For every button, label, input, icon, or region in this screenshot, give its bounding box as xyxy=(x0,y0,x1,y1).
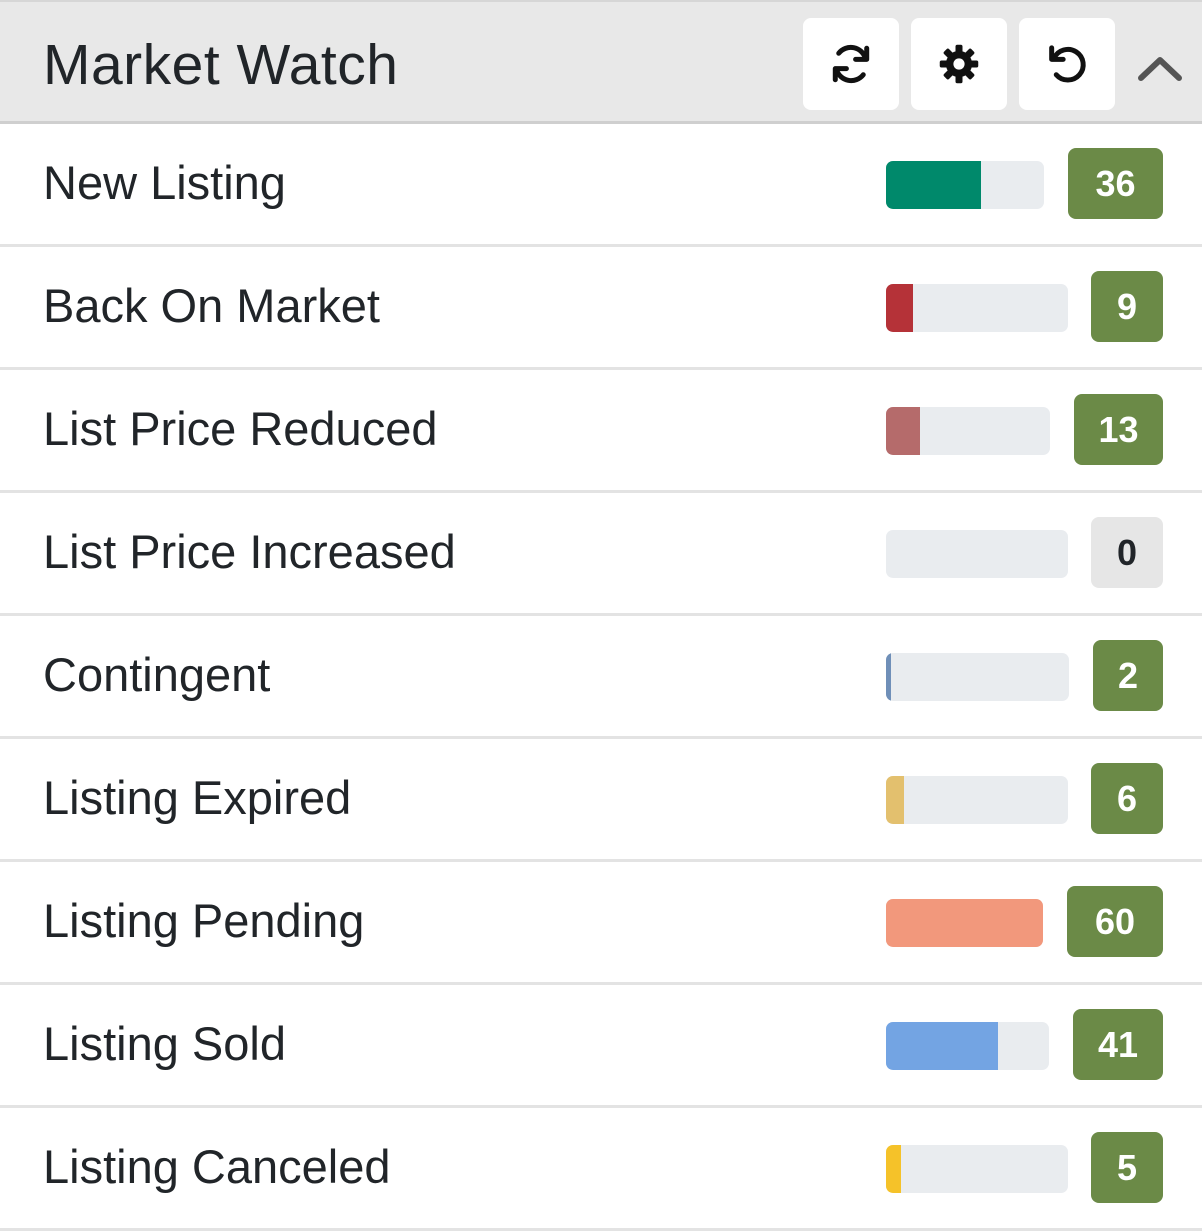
collapse-button[interactable] xyxy=(1134,42,1186,94)
count-badge: 5 xyxy=(1091,1132,1163,1203)
progress-bar xyxy=(886,1145,1068,1193)
row-label: List Price Reduced xyxy=(43,402,438,455)
widget-header: Market Watch xyxy=(0,0,1202,124)
row-label: Contingent xyxy=(43,648,271,701)
list-item[interactable]: Back On Market 9 xyxy=(0,247,1202,370)
count-badge: 9 xyxy=(1091,271,1163,342)
list-item[interactable]: Listing Expired 6 xyxy=(0,739,1202,862)
count-badge: 60 xyxy=(1067,886,1163,957)
progress-bar xyxy=(886,653,1069,701)
progress-bar xyxy=(886,530,1068,578)
list-item[interactable]: Listing Sold 41 xyxy=(0,985,1202,1108)
list-item[interactable]: List Price Increased 0 xyxy=(0,493,1202,616)
progress-fill xyxy=(886,653,892,701)
progress-fill xyxy=(886,284,914,332)
list-item[interactable]: Contingent 2 xyxy=(0,616,1202,739)
undo-icon xyxy=(1049,45,1086,83)
list-item[interactable]: Listing Pending 60 xyxy=(0,862,1202,985)
chevron-up-icon xyxy=(1138,57,1182,81)
widget-title: Market Watch xyxy=(43,33,399,97)
settings-button[interactable] xyxy=(911,18,1007,110)
progress-fill xyxy=(886,1022,999,1070)
count-badge: 0 xyxy=(1091,517,1163,588)
progress-fill xyxy=(886,161,981,209)
progress-bar xyxy=(886,161,1044,209)
refresh-button[interactable] xyxy=(803,18,899,110)
row-label: Listing Canceled xyxy=(43,1140,391,1193)
progress-fill xyxy=(886,407,921,455)
progress-bar xyxy=(886,407,1050,455)
count-badge: 13 xyxy=(1074,394,1163,465)
progress-bar xyxy=(886,1022,1049,1070)
count-badge: 2 xyxy=(1093,640,1163,711)
row-label: Back On Market xyxy=(43,279,380,332)
progress-fill xyxy=(886,1145,901,1193)
progress-bar xyxy=(886,899,1043,947)
progress-bar xyxy=(886,284,1068,332)
progress-bar xyxy=(886,776,1068,824)
row-label: New Listing xyxy=(43,156,286,209)
row-label: Listing Sold xyxy=(43,1017,286,1070)
count-badge: 41 xyxy=(1073,1009,1163,1080)
refresh-icon xyxy=(832,44,870,84)
reset-button[interactable] xyxy=(1019,18,1115,110)
progress-fill xyxy=(886,776,905,824)
list-item[interactable]: List Price Reduced 13 xyxy=(0,370,1202,493)
row-label: List Price Increased xyxy=(43,525,456,578)
count-badge: 36 xyxy=(1068,148,1163,219)
gear-icon xyxy=(939,44,979,84)
list-item[interactable]: New Listing 36 xyxy=(0,124,1202,247)
row-label: Listing Pending xyxy=(43,894,365,947)
progress-fill xyxy=(886,899,1043,947)
count-badge: 6 xyxy=(1091,763,1163,834)
row-label: Listing Expired xyxy=(43,771,352,824)
list-item[interactable]: Listing Canceled 5 xyxy=(0,1108,1202,1231)
